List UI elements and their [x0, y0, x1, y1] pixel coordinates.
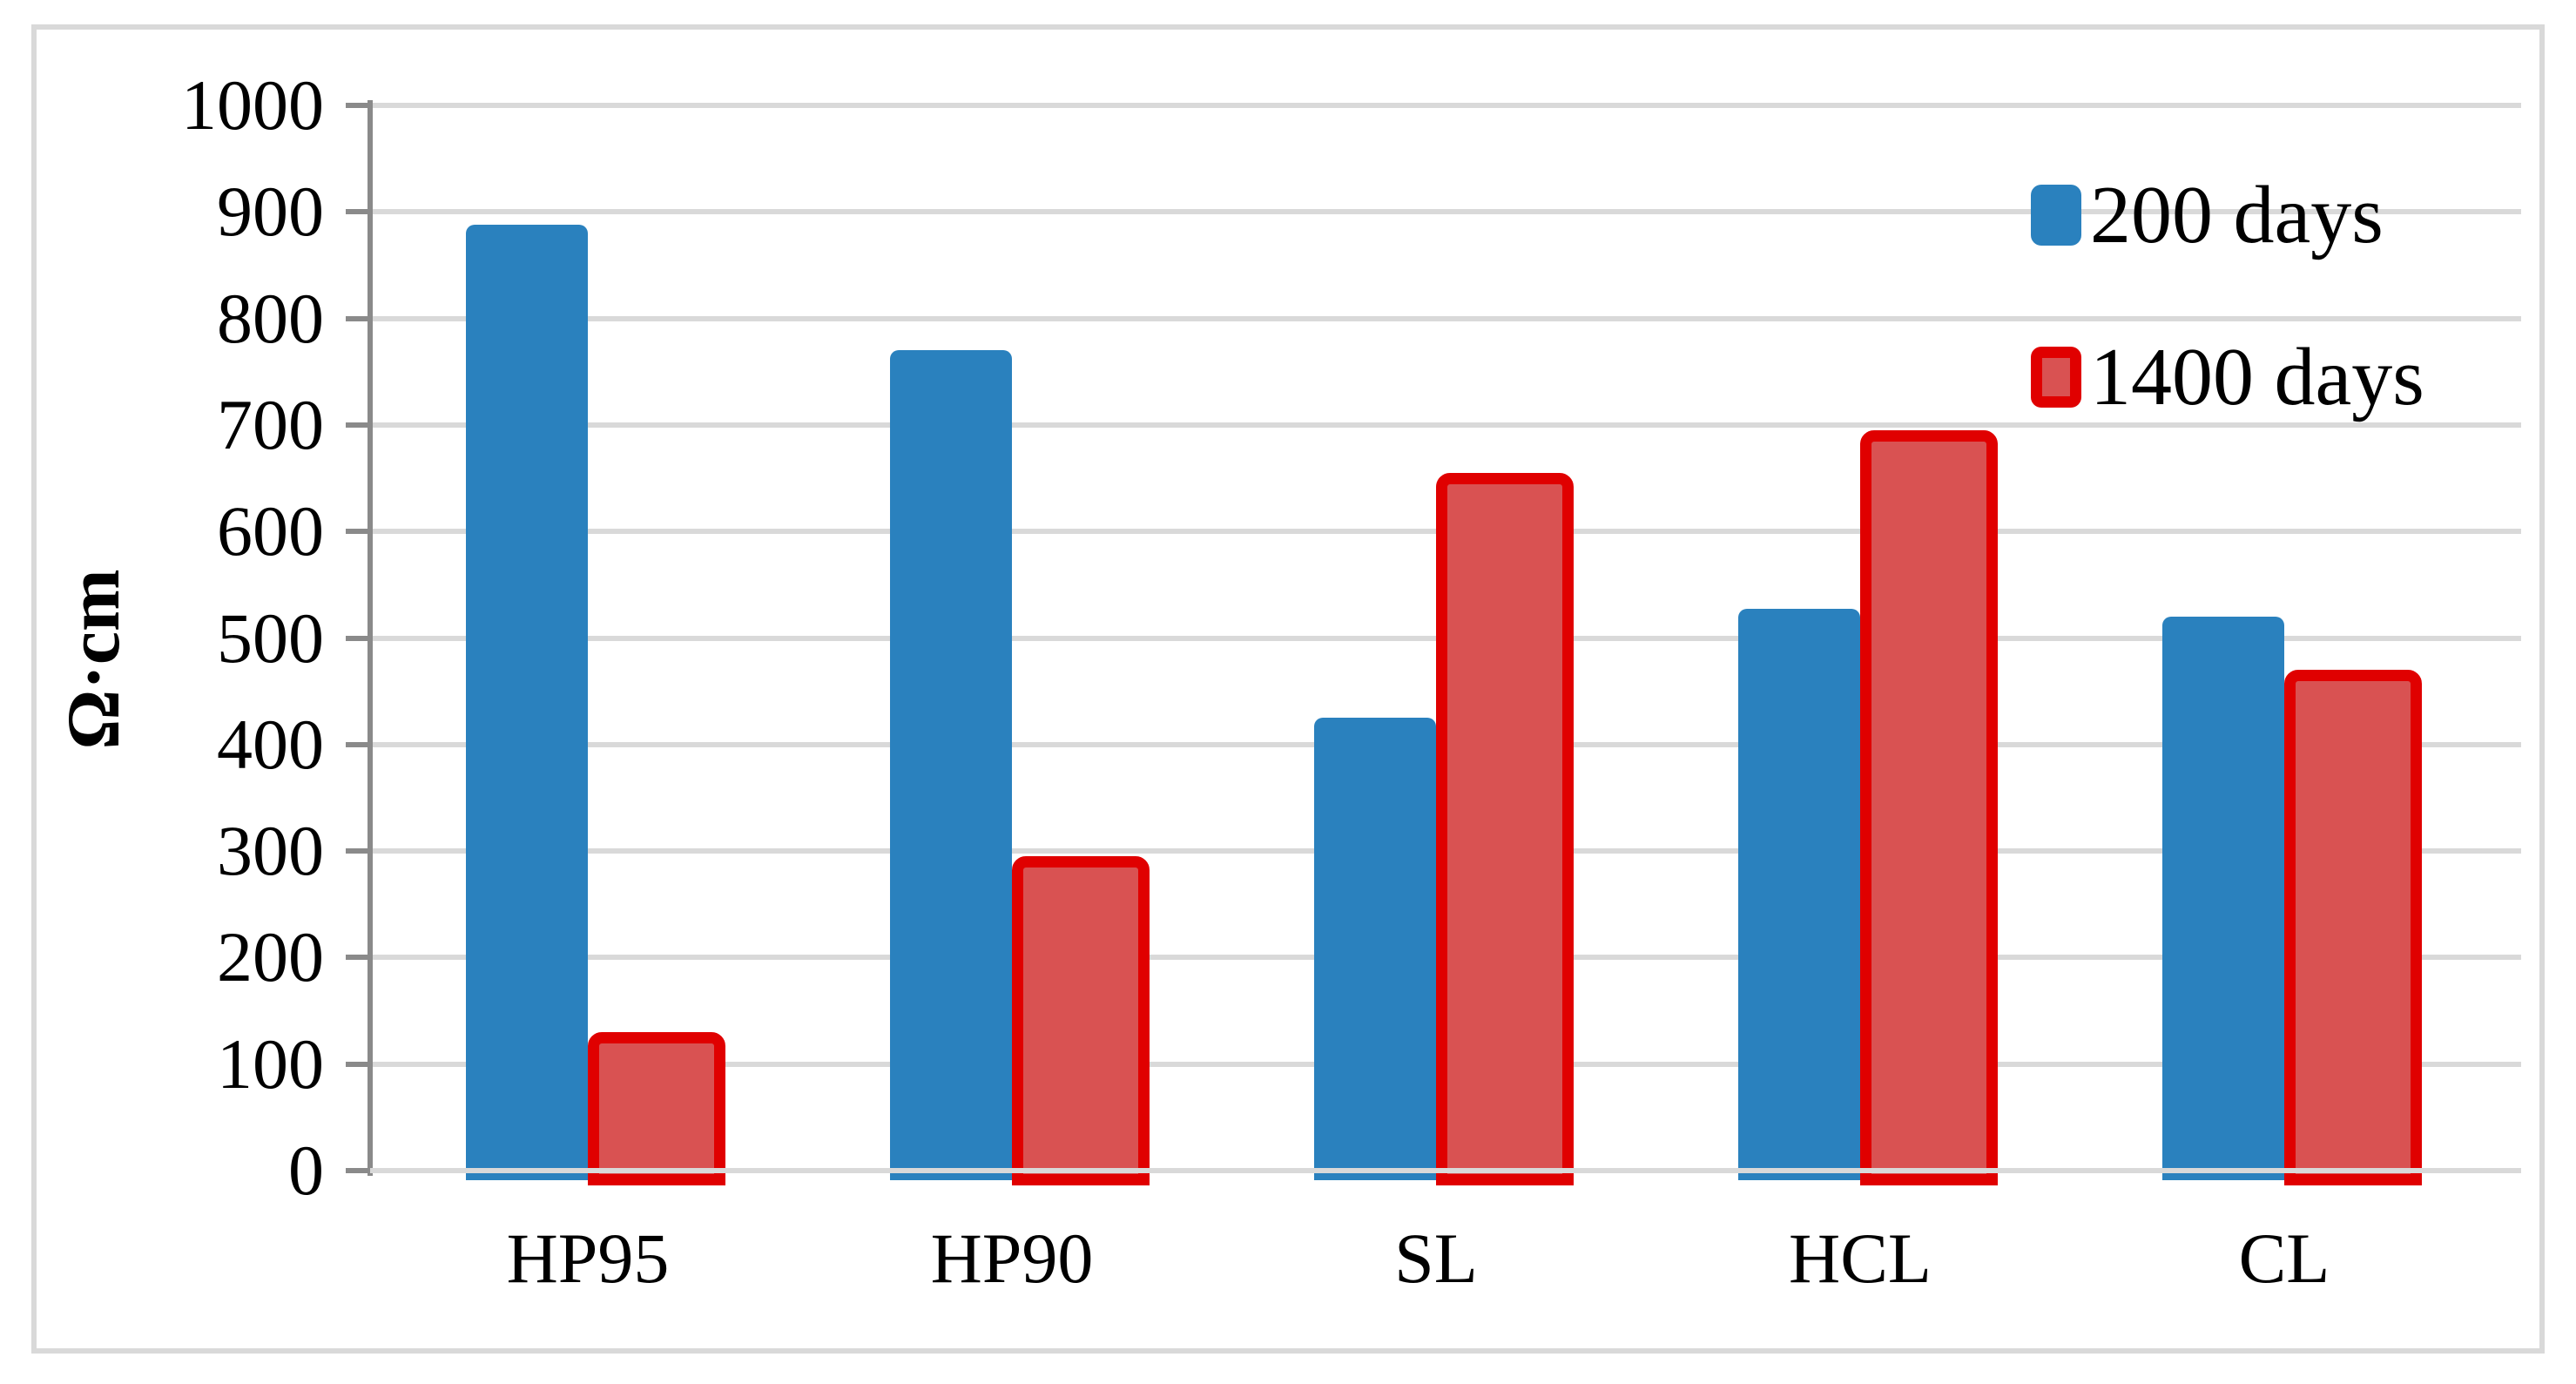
legend-item-1400-days: 1400 days [2031, 336, 2424, 418]
y-axis-tick-200 [346, 955, 370, 961]
legend-swatch-200-days [2031, 185, 2081, 246]
y-tick-label-700: 700 [217, 384, 324, 464]
x-category-label-HP90: HP90 [930, 1219, 1094, 1298]
bar-200-days-HP95 [466, 224, 588, 1180]
x-category-label-CL: CL [2238, 1219, 2330, 1298]
gridline-700 [370, 422, 2521, 428]
bar-1400-days-HP90 [1012, 856, 1150, 1185]
x-category-label-HP95: HP95 [506, 1219, 670, 1298]
y-axis-tick-800 [346, 315, 370, 321]
bar-200-days-SL [1314, 718, 1436, 1180]
y-axis-tick-900 [346, 209, 370, 215]
y-axis-tick-600 [346, 529, 370, 535]
legend-item-200-days: 200 days [2031, 174, 2384, 256]
figure-border [31, 24, 2545, 1354]
x-category-label-SL: SL [1394, 1219, 1478, 1298]
y-axis-tick-500 [346, 635, 370, 641]
bar-200-days-HP90 [890, 350, 1012, 1180]
y-tick-label-1000: 1000 [181, 65, 324, 145]
gridline-0 [370, 1168, 2521, 1173]
y-tick-label-900: 900 [217, 172, 324, 252]
y-axis-tick-1000 [346, 103, 370, 108]
y-axis-tick-700 [346, 422, 370, 428]
bar-200-days-HCL [1738, 609, 1860, 1180]
bar-1400-days-SL [1436, 473, 1574, 1185]
y-tick-label-800: 800 [217, 278, 324, 358]
y-tick-label-0: 0 [288, 1131, 324, 1210]
gridline-800 [370, 315, 2521, 321]
legend-label-1400-days: 1400 days [2090, 332, 2424, 422]
y-tick-label-300: 300 [217, 811, 324, 891]
gridline-900 [370, 209, 2521, 215]
y-tick-label-500: 500 [217, 597, 324, 678]
y-tick-label-600: 600 [217, 491, 324, 571]
y-axis-tick-100 [346, 1061, 370, 1067]
bar-1400-days-CL [2284, 670, 2422, 1185]
bar-1400-days-HCL [1860, 430, 1998, 1185]
y-axis-tick-400 [346, 741, 370, 747]
legend-swatch-1400-days [2031, 347, 2081, 408]
y-tick-label-200: 200 [217, 917, 324, 997]
x-category-label-HCL: HCL [1789, 1219, 1932, 1298]
y-axis-tick-300 [346, 848, 370, 854]
bar-1400-days-HP95 [588, 1032, 725, 1185]
y-tick-label-400: 400 [217, 704, 324, 784]
y-tick-label-100: 100 [217, 1023, 324, 1104]
legend-label-200-days: 200 days [2090, 170, 2384, 260]
gridline-1000 [370, 103, 2521, 108]
y-axis-line [368, 100, 373, 1176]
y-axis-tick-0 [346, 1168, 370, 1173]
bar-200-days-CL [2162, 617, 2284, 1180]
